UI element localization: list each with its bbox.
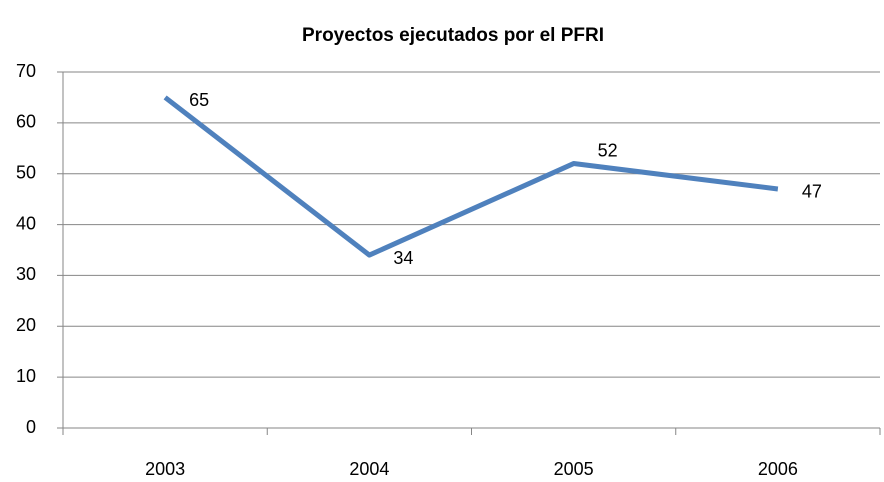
y-tick-label: 60 — [16, 112, 36, 132]
y-tick-label: 70 — [16, 61, 36, 81]
data-label: 47 — [802, 182, 822, 202]
y-tick-label: 20 — [16, 315, 36, 335]
x-tick-label: 2003 — [145, 459, 185, 479]
y-tick-label: 10 — [16, 366, 36, 386]
y-tick-label: 0 — [26, 417, 36, 437]
x-tick-label: 2004 — [349, 459, 389, 479]
data-label: 52 — [598, 140, 618, 160]
line — [163, 95, 779, 258]
y-tick-label: 40 — [16, 213, 36, 233]
data-label: 65 — [189, 90, 209, 110]
x-tick-label: 2006 — [758, 459, 798, 479]
y-tick-label: 30 — [16, 264, 36, 284]
chart-title: Proyectos ejecutados por el PFRI — [302, 25, 604, 46]
y-tick-label: 50 — [16, 162, 36, 182]
data-label: 34 — [393, 248, 413, 268]
x-tick-label: 2005 — [554, 459, 594, 479]
